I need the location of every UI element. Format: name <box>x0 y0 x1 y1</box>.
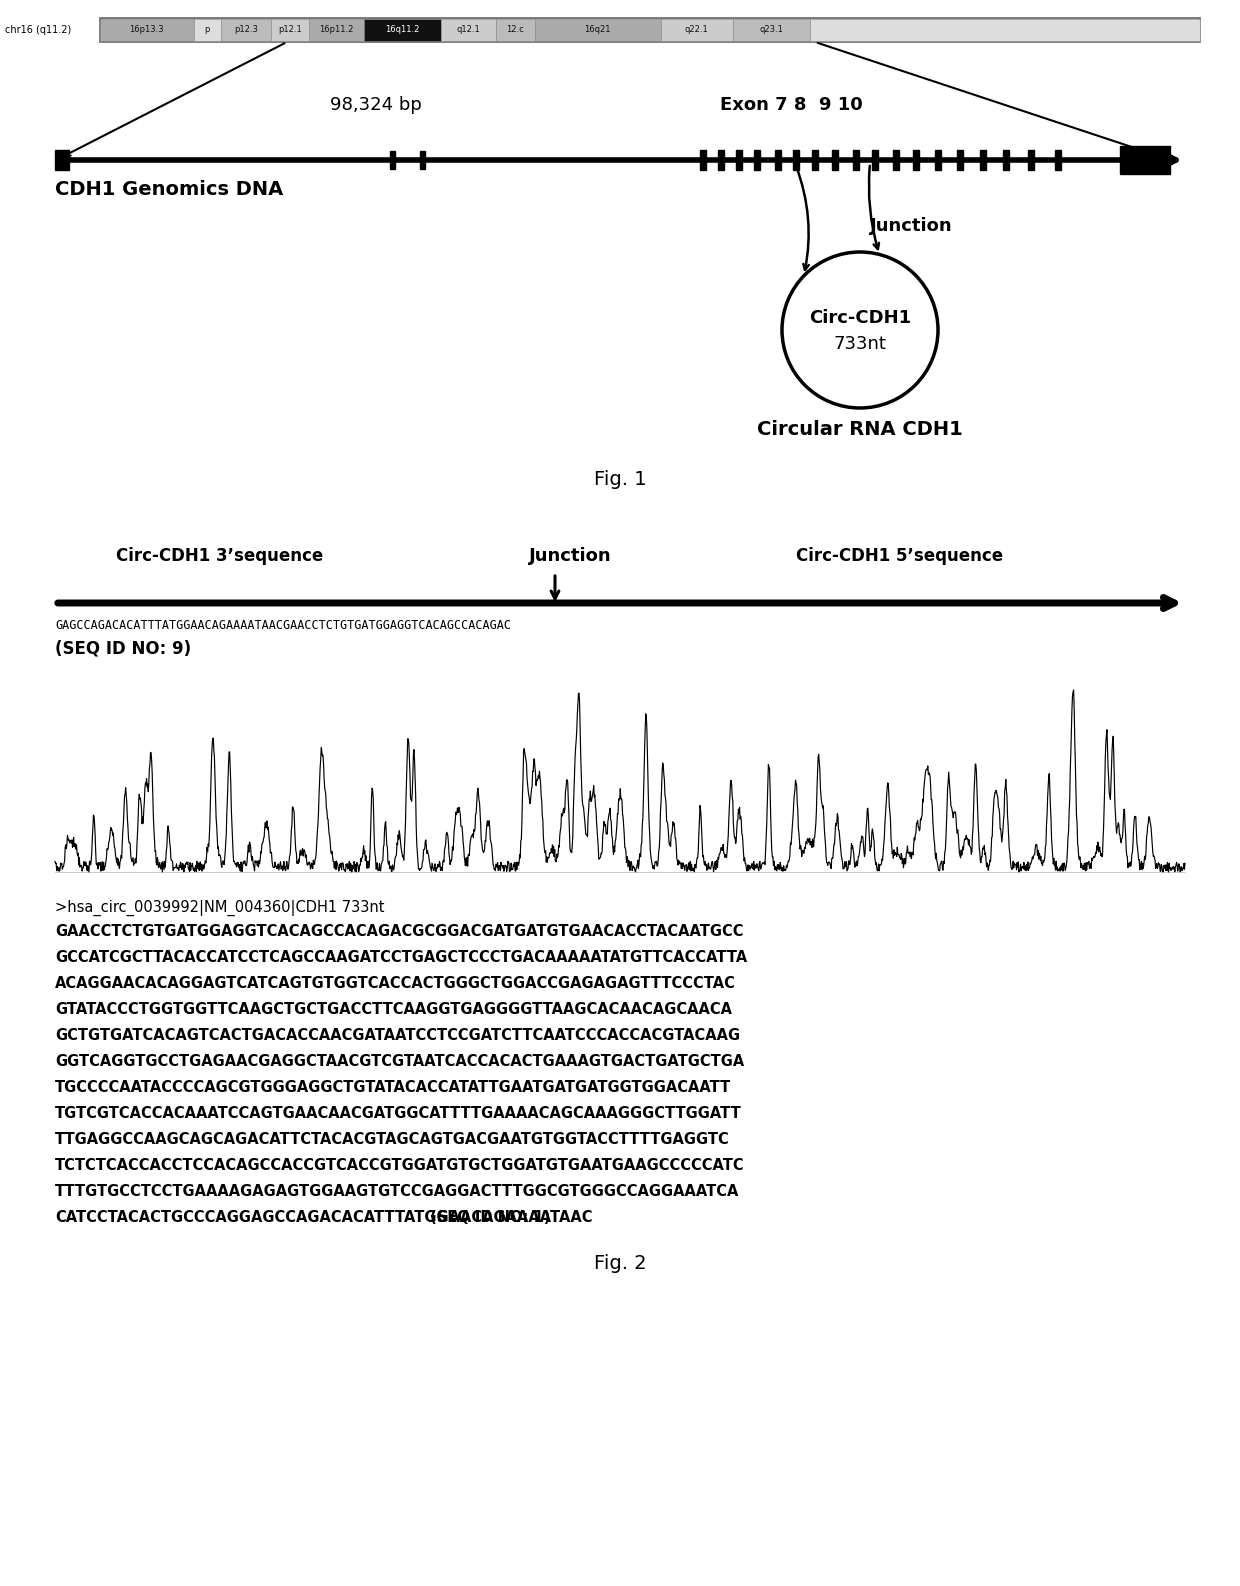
Bar <box>737 151 742 170</box>
Bar <box>957 151 963 170</box>
Text: 12.c: 12.c <box>506 25 525 35</box>
Text: GCTGTGATCACAGTCACTGACACCAACGATAATCCTCCGATCTTCAATCCCACCACGTACAAG: GCTGTGATCACAGTCACTGACACCAACGATAATCCTCCGA… <box>55 1028 740 1044</box>
Bar <box>100 17 1200 41</box>
Text: 16p13.3: 16p13.3 <box>129 25 164 35</box>
Bar <box>754 151 760 170</box>
Text: TTTGTGCCTCCTGAAAAGAGAGTGGAAGTGTCCGAGGACTTTGGCGTGGGCCAGGAAATCA: TTTGTGCCTCCTGAAAAGAGAGTGGAAGTGTCCGAGGACT… <box>55 1185 739 1199</box>
Text: Fig. 2: Fig. 2 <box>594 1255 646 1274</box>
Text: chr16 (q11.2): chr16 (q11.2) <box>5 25 71 35</box>
Bar <box>701 151 706 170</box>
Bar <box>496 19 534 41</box>
Bar <box>221 19 270 41</box>
Text: (SEQ ID NO: 9): (SEQ ID NO: 9) <box>55 639 191 657</box>
Bar <box>872 151 878 170</box>
Text: TGTCGTCACCACAAATCCAGTGAACAACGATGGCATTTTGAAAACAGCAAAGGGCTTGGATT: TGTCGTCACCACAAATCCAGTGAACAACGATGGCATTTTG… <box>55 1105 742 1121</box>
Text: GCCATCGCTTACACCATCCTCAGCCAAGATCCTGAGCTCCCTGACAAAAATATGTTCACCATTA: GCCATCGCTTACACCATCCTCAGCCAAGATCCTGAGCTCC… <box>55 950 748 964</box>
Bar <box>980 151 986 170</box>
Bar <box>270 19 309 41</box>
Text: q22.1: q22.1 <box>684 25 708 35</box>
Bar <box>1028 151 1034 170</box>
Text: Circ-CDH1 3’sequence: Circ-CDH1 3’sequence <box>117 547 324 565</box>
Text: GAGCCAGACACATTTATGGAACAGAAAATAACGAACCTCTGTGATGGAGGTCACAGCCACAGAC: GAGCCAGACACATTTATGGAACAGAAAATAACGAACCTCT… <box>55 619 511 631</box>
Bar <box>794 151 799 170</box>
Bar <box>1003 151 1009 170</box>
Bar <box>718 151 724 170</box>
Bar <box>420 151 425 170</box>
Text: TCTCTCACCACCTCCACAGCCACCGTCACCGTGGATGTGCTGGATGTGAATGAAGCCCCCATC: TCTCTCACCACCTCCACAGCCACCGTCACCGTGGATGTGC… <box>55 1158 745 1174</box>
Bar <box>913 151 919 170</box>
Bar <box>193 19 221 41</box>
Text: CDH1 Genomics DNA: CDH1 Genomics DNA <box>55 179 283 198</box>
Text: Junction: Junction <box>528 547 611 565</box>
Bar <box>55 151 69 170</box>
Bar <box>935 151 941 170</box>
Text: ACAGGAACACAGGAGTCATCAGTGTGGTCACCACTGGGCTGGACCGAGAGAGTTTCCCTAC: ACAGGAACACAGGAGTCATCAGTGTGGTCACCACTGGGCT… <box>55 975 735 991</box>
Text: 16p11.2: 16p11.2 <box>320 25 353 35</box>
Bar <box>853 151 859 170</box>
Bar <box>733 19 810 41</box>
Text: Circ-CDH1: Circ-CDH1 <box>808 309 911 327</box>
Bar <box>810 19 1200 41</box>
Text: >hsa_circ_0039992|NM_004360|CDH1 733nt: >hsa_circ_0039992|NM_004360|CDH1 733nt <box>55 899 384 917</box>
Bar <box>534 19 661 41</box>
Bar <box>1120 146 1171 174</box>
Bar <box>441 19 496 41</box>
Text: (SEQ ID NO: 1): (SEQ ID NO: 1) <box>425 1210 551 1224</box>
Text: p12.1: p12.1 <box>278 25 301 35</box>
Text: GTATACCCTGGTGGTTCAAGCTGCTGACCTTCAAGGTGAGGGGTTAAGCACAACAGCAACA: GTATACCCTGGTGGTTCAAGCTGCTGACCTTCAAGGTGAG… <box>55 1002 732 1017</box>
Text: 733nt: 733nt <box>833 335 887 354</box>
Text: 98,324 bp: 98,324 bp <box>330 97 422 114</box>
Bar <box>893 151 899 170</box>
Bar <box>775 151 781 170</box>
Bar <box>812 151 818 170</box>
Text: Exon 7 8  9 10: Exon 7 8 9 10 <box>720 97 863 114</box>
Text: CATCCTACACTGCCCAGGAGCCAGACACATTTATGGAACAGAAAATAAC: CATCCTACACTGCCCAGGAGCCAGACACATTTATGGAACA… <box>55 1210 593 1224</box>
Bar <box>391 151 396 170</box>
Text: p12.3: p12.3 <box>234 25 258 35</box>
Bar <box>100 19 193 41</box>
Text: Fig. 1: Fig. 1 <box>594 469 646 488</box>
Text: q23.1: q23.1 <box>759 25 782 35</box>
Bar <box>365 19 441 41</box>
Text: GGTCAGGTGCCTGAGAACGAGGCTAACGTCGTAATCACCACACTGAAAGTGACTGATGCTGA: GGTCAGGTGCCTGAGAACGAGGCTAACGTCGTAATCACCA… <box>55 1055 744 1069</box>
Bar <box>1055 151 1061 170</box>
Text: 16q21: 16q21 <box>584 25 611 35</box>
Text: TTGAGGCCAAGCAGCAGACATTCTACACGTAGCAGTGACGAATGTGGTACCTTTTGAGGTC: TTGAGGCCAAGCAGCAGACATTCTACACGTAGCAGTGACG… <box>55 1132 730 1147</box>
Bar <box>661 19 733 41</box>
Text: Circ-CDH1 5’sequence: Circ-CDH1 5’sequence <box>796 547 1003 565</box>
Text: GAACCTCTGTGATGGAGGTCACAGCCACAGACGCGGACGATGATGTGAACACCTACAATGCC: GAACCTCTGTGATGGAGGTCACAGCCACAGACGCGGACGA… <box>55 925 744 939</box>
Text: Junction: Junction <box>870 217 952 235</box>
Text: p: p <box>205 25 210 35</box>
Text: q12.1: q12.1 <box>456 25 480 35</box>
Bar <box>832 151 838 170</box>
Text: TGCCCCAATACCCCAGCGTGGGAGGCTGTATACACCATATTGAATGATGATGGTGGACAATT: TGCCCCAATACCCCAGCGTGGGAGGCTGTATACACCATAT… <box>55 1080 732 1094</box>
Text: 16q11.2: 16q11.2 <box>386 25 419 35</box>
Bar <box>309 19 365 41</box>
Text: Circular RNA CDH1: Circular RNA CDH1 <box>758 420 963 439</box>
